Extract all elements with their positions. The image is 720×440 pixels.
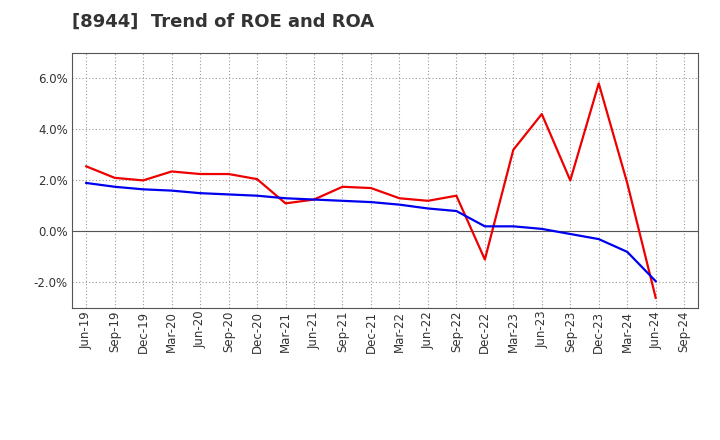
Line: ROA: ROA [86,183,656,281]
ROE [139,178,148,183]
ROA [480,224,489,229]
ROE [225,171,233,176]
ROA [282,196,290,201]
ROE [480,257,489,262]
ROE [452,193,461,198]
ROA [395,202,404,207]
ROE [338,184,347,189]
ROE [167,169,176,174]
ROE [423,198,432,203]
ROA [196,191,204,196]
ROA [225,192,233,197]
ROE [652,295,660,301]
ROE [623,180,631,186]
ROA [139,187,148,192]
ROA [452,209,461,214]
ROE [537,111,546,117]
ROE [366,185,375,191]
ROA [652,279,660,284]
ROA [423,206,432,211]
ROA [366,199,375,205]
ROA [310,197,318,202]
ROA [509,224,518,229]
ROA [595,236,603,242]
ROE [395,196,404,201]
ROE [110,175,119,180]
ROE [253,176,261,182]
ROE [82,164,91,169]
ROA [566,231,575,237]
ROE [310,197,318,202]
ROE [509,147,518,152]
Line: ROE: ROE [86,84,656,298]
ROE [196,171,204,176]
ROA [338,198,347,203]
ROA [253,193,261,198]
ROE [566,178,575,183]
ROE [282,201,290,206]
ROA [623,249,631,254]
ROA [537,226,546,231]
ROA [82,180,91,186]
ROE [595,81,603,86]
Text: [8944]  Trend of ROE and ROA: [8944] Trend of ROE and ROA [72,13,374,31]
ROA [110,184,119,189]
ROA [167,188,176,193]
